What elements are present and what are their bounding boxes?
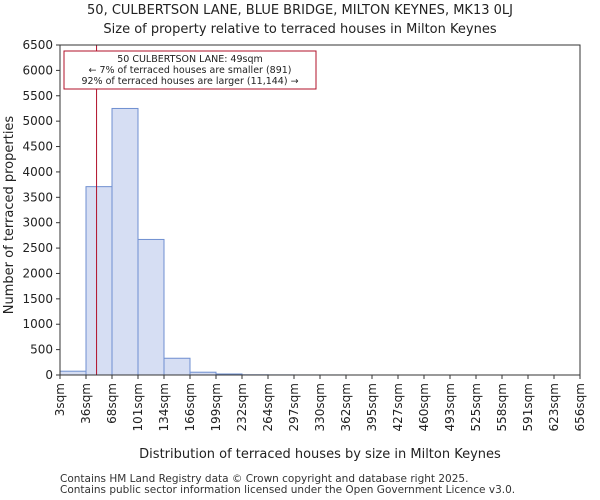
y-tick-label: 5000 — [22, 114, 53, 128]
footer-licence: Contains public sector information licen… — [60, 484, 516, 496]
x-tick-label: 427sqm — [391, 383, 405, 431]
bars-group — [59, 107, 347, 376]
x-tick-label: 395sqm — [365, 383, 379, 431]
y-axis-label: Number of terraced properties — [2, 116, 17, 315]
bar-101sqm — [137, 238, 165, 376]
bar-36sqm — [85, 186, 113, 376]
y-tick-label: 3000 — [22, 216, 53, 230]
x-tick-label: 199sqm — [209, 383, 223, 431]
x-tick-label: 362sqm — [339, 383, 353, 431]
x-tick-label: 493sqm — [443, 383, 457, 431]
annotation-line-1: 50 CULBERTSON LANE: 49sqm — [117, 54, 263, 65]
histogram-chart: 0 500 1000 1500 2000 2500 3000 3500 4000 4500 5000… — [2, 38, 587, 462]
bar-3sqm — [59, 370, 87, 376]
x-tick-label: 591sqm — [521, 383, 535, 431]
x-tick-label: 525sqm — [469, 383, 483, 431]
annotation-box: 50 CULBERTSON LANE: 49sqm ← 7% of terrac… — [63, 50, 317, 90]
x-tick-label: 330sqm — [313, 383, 327, 431]
y-tick-label: 0 — [45, 368, 53, 382]
x-tick-label: 68sqm — [105, 383, 119, 424]
x-tick-label: 232sqm — [235, 383, 249, 431]
y-tick-label: 2500 — [22, 241, 53, 255]
chart-title: Size of property relative to terraced ho… — [103, 22, 497, 37]
y-tick-label: 5500 — [22, 89, 53, 103]
y-tick-label: 6000 — [22, 63, 53, 77]
annotation-line-3: 92% of terraced houses are larger (11,14… — [81, 76, 298, 87]
x-tick-label: 558sqm — [495, 383, 509, 431]
x-tick-label: 101sqm — [131, 383, 145, 431]
y-axis-ticks: 0 500 1000 1500 2000 2500 3000 3500 4000 4500 5000… — [22, 38, 60, 382]
x-tick-label: 460sqm — [417, 383, 431, 431]
x-axis-label: Distribution of terraced houses by size … — [139, 447, 501, 462]
x-tick-label: 297sqm — [287, 383, 301, 431]
x-tick-label: 656sqm — [573, 383, 587, 431]
y-tick-label: 1500 — [22, 292, 53, 306]
x-tick-label: 3sqm — [53, 383, 67, 416]
x-tick-label: 264sqm — [261, 383, 275, 431]
x-tick-label: 36sqm — [79, 383, 93, 424]
y-tick-label: 4000 — [22, 165, 53, 179]
x-tick-label: 134sqm — [157, 383, 171, 431]
y-tick-label: 1000 — [22, 317, 53, 331]
x-tick-label: 623sqm — [547, 383, 561, 431]
y-tick-label: 2000 — [22, 266, 53, 280]
footer-copyright: Contains HM Land Registry data © Crown c… — [60, 473, 469, 485]
bar-68sqm — [111, 107, 139, 376]
y-tick-label: 6500 — [22, 38, 53, 52]
x-tick-label: 166sqm — [183, 383, 197, 431]
x-axis-ticks: 3sqm 36sqm 68sqm 101sqm 134sqm 166sqm 199sqm 23… — [53, 375, 587, 431]
annotation-line-2: ← 7% of terraced houses are smaller (891… — [88, 65, 291, 76]
bar-134sqm — [163, 357, 191, 376]
chart-title-address: 50, CULBERTSON LANE, BLUE BRIDGE, MILTON… — [87, 3, 513, 18]
y-tick-label: 3500 — [22, 190, 53, 204]
y-tick-label: 4500 — [22, 140, 53, 154]
y-tick-label: 500 — [30, 343, 53, 357]
